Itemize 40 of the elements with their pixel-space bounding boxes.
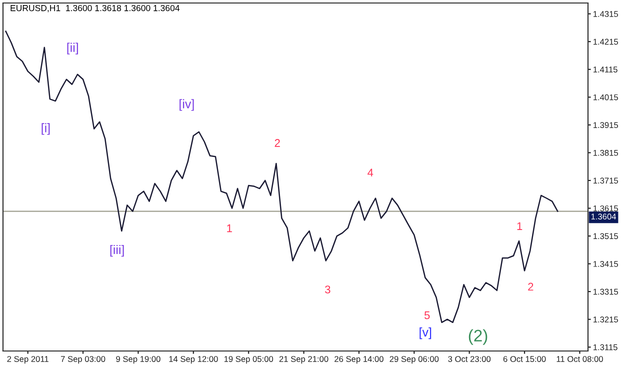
x-tick-label: 3 Oct 23:00 [448,356,491,362]
x-tick-label: 26 Sep 14:00 [334,356,384,364]
y-tick-label: 1.3715 [593,178,618,184]
annotation: [ii] [67,42,78,54]
y-tick-label: 1.3415 [593,260,618,267]
line-series [5,30,558,324]
x-tick-label: 2 Sep 2011 [7,356,48,364]
annotation: [i] [42,123,50,135]
y-tick-label: 1.4015 [593,94,618,100]
annotation: (2) [468,329,488,345]
y-tick-label: 1.3815 [593,150,618,156]
ref-line-label: 1.3604 [591,214,616,220]
y-tick-label: 1.3615 [593,205,618,212]
annotation: 5 [424,311,430,320]
y-tick-label: 1.3215 [593,316,618,322]
annotation: 2 [274,139,280,147]
y-tick-label: 1.3515 [593,233,618,240]
x-tick-label: 7 Sep 03:00 [60,356,106,364]
y-tick-label: 1.3115 [593,344,618,350]
x-tick-label: 14 Sep 12:00 [169,356,218,364]
annotation: [v] [420,327,432,340]
y-tick-label: 1.3315 [593,288,618,295]
x-tick-label: 6 Oct 15:00 [503,356,546,362]
annotation: [iv] [180,99,194,111]
y-tick-label: 1.4215 [593,38,618,45]
x-tick-label: 29 Sep 06:00 [390,356,439,364]
x-tick-label: 11 Oct 08:00 [556,356,603,362]
annotation: [iii] [110,244,124,257]
y-tick-label: 1.3915 [593,122,618,128]
annotation: 3 [325,286,330,294]
x-tick-label: 19 Sep 05:00 [224,356,274,364]
chart-title: EURUSD,H1 1.3600 1.3618 1.3600 1.3604 [10,4,180,12]
y-tick-label: 1.4315 [593,11,618,17]
annotation: 1 [227,224,232,232]
y-tick-label: 1.4115 [593,66,618,72]
x-tick-label: 21 Sep 21:00 [279,356,328,364]
annotation: 2 [528,282,534,291]
x-tick-label: 9 Sep 19:00 [116,356,160,364]
annotation: 1 [517,222,522,230]
annotation: 4 [368,168,374,176]
